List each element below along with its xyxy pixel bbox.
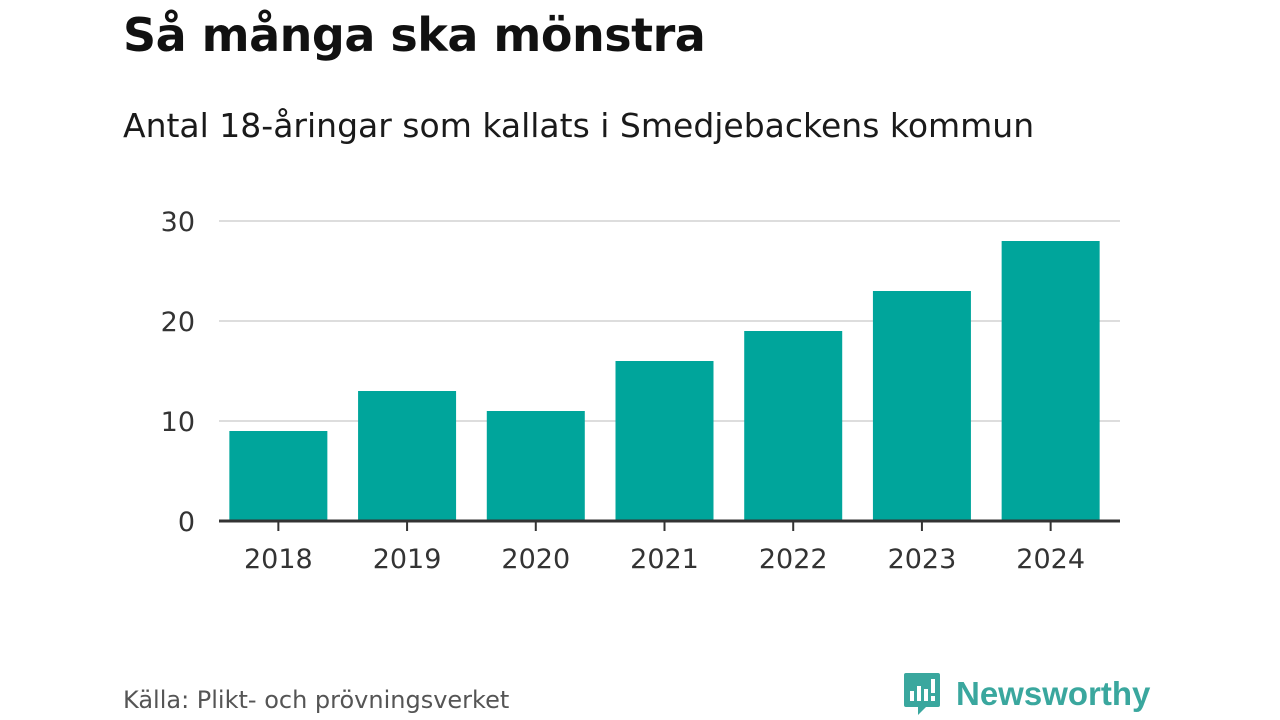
y-tick-label: 30 bbox=[161, 207, 195, 238]
y-axis-tick-labels: 0 10 20 30 bbox=[161, 207, 195, 538]
newsworthy-logo-icon bbox=[904, 673, 940, 715]
x-axis bbox=[219, 519, 1120, 531]
bar-2021 bbox=[615, 361, 714, 521]
brand-name: Newsworthy bbox=[956, 675, 1151, 712]
x-tick-label: 2020 bbox=[501, 544, 570, 575]
chart-title: Så många ska mönstra bbox=[123, 8, 706, 62]
x-tick-label: 2021 bbox=[630, 544, 699, 575]
y-tick-label: 10 bbox=[161, 407, 195, 438]
bar-2018 bbox=[229, 431, 328, 521]
x-tick-label: 2023 bbox=[888, 544, 957, 575]
x-tick-label: 2018 bbox=[244, 544, 313, 575]
y-tick-label: 20 bbox=[161, 307, 195, 338]
x-tick-label: 2024 bbox=[1016, 544, 1085, 575]
source-note: Källa: Plikt- och prövningsverket bbox=[123, 686, 510, 714]
x-axis-tick-labels: 2018 2019 2020 2021 2022 2023 2024 bbox=[244, 544, 1085, 575]
bar-2020 bbox=[486, 411, 585, 521]
bar-2023 bbox=[872, 291, 971, 521]
bars bbox=[229, 241, 1100, 521]
bar-2024 bbox=[1001, 241, 1100, 521]
bar-2019 bbox=[358, 391, 457, 521]
x-tick-label: 2022 bbox=[759, 544, 828, 575]
brand-logo: Newsworthy bbox=[902, 670, 1150, 718]
y-tick-label: 0 bbox=[178, 507, 195, 538]
bar-2022 bbox=[744, 331, 843, 521]
x-tick-label: 2019 bbox=[373, 544, 442, 575]
chart-subtitle: Antal 18-åringar som kallats i Smedjebac… bbox=[123, 106, 1035, 145]
